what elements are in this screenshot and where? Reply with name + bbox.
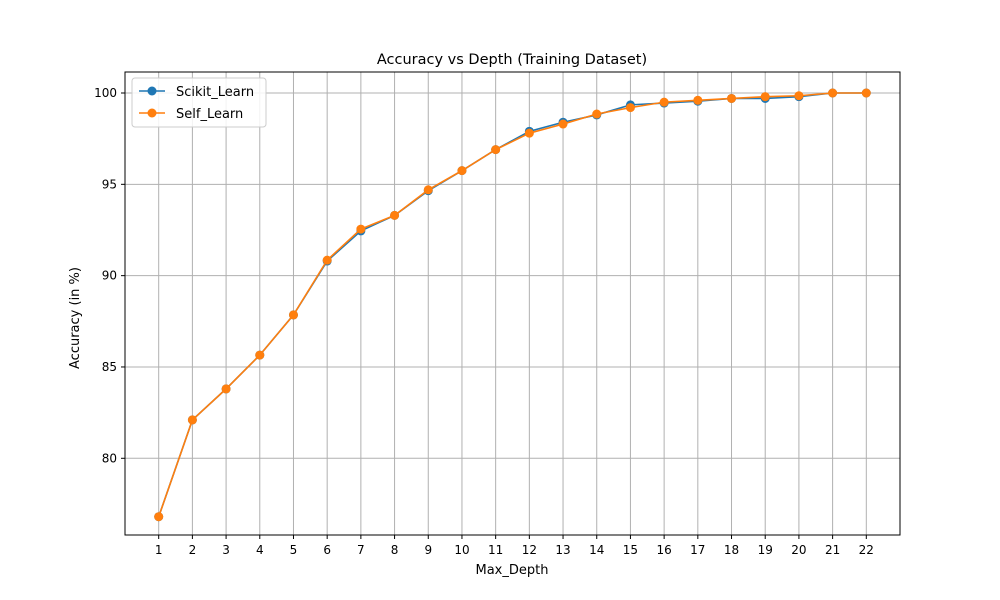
legend-label-self-learn: Self_Learn <box>176 107 243 122</box>
data-point-self-learn <box>558 119 568 129</box>
legend: Scikit_Learn Self_Learn <box>131 77 267 128</box>
y-tick-label: 85 <box>102 360 117 374</box>
data-point-self-learn <box>625 103 635 113</box>
x-tick-label: 13 <box>555 543 570 557</box>
y-tick-label: 90 <box>102 269 117 283</box>
x-tick-label: 5 <box>290 543 298 557</box>
x-tick-label: 16 <box>656 543 671 557</box>
series-line-self-learn <box>157 92 867 517</box>
x-tick-label: 3 <box>222 543 230 557</box>
x-axis-label: Max_Depth <box>476 563 549 578</box>
data-point-self-learn <box>760 92 770 102</box>
data-point-self-learn <box>828 88 838 98</box>
data-point-self-learn <box>524 128 534 138</box>
data-point-self-learn <box>794 91 804 101</box>
y-tick-label: 100 <box>94 86 117 100</box>
x-tick-label: 4 <box>256 543 264 557</box>
data-point-self-learn <box>457 166 467 176</box>
y-axis-label: Accuracy (in %) <box>68 267 83 369</box>
data-point-self-learn <box>221 384 231 394</box>
plot-frame <box>124 71 901 536</box>
series-self-learn <box>154 88 871 522</box>
x-tick-label: 21 <box>825 543 840 557</box>
x-tick-label: 8 <box>391 543 399 557</box>
x-tick-label: 2 <box>189 543 197 557</box>
data-point-self-learn <box>187 415 197 425</box>
x-tick-label: 9 <box>424 543 432 557</box>
x-tick-label: 20 <box>791 543 806 557</box>
x-tick-label: 14 <box>589 543 604 557</box>
data-point-self-learn <box>390 210 400 220</box>
data-point-self-learn <box>423 185 433 195</box>
x-tick-label: 1 <box>155 543 163 557</box>
y-tick-label: 95 <box>102 177 117 191</box>
data-point-self-learn <box>659 97 669 107</box>
data-point-self-learn <box>288 310 298 320</box>
data-point-self-learn <box>491 145 501 155</box>
x-tick-label: 17 <box>690 543 705 557</box>
x-tick-label: 11 <box>488 543 503 557</box>
chart-title: Accuracy vs Depth (Training Dataset) <box>377 52 647 68</box>
data-point-self-learn <box>356 224 366 234</box>
data-point-self-learn <box>861 88 871 98</box>
legend-label-scikit-learn: Scikit_Learn <box>176 85 254 100</box>
data-point-self-learn <box>255 350 265 360</box>
x-tick-label: 18 <box>724 543 739 557</box>
y-axis-ticks: 80 85 90 95 100 <box>94 86 125 465</box>
x-tick-label: 15 <box>623 543 638 557</box>
x-tick-label: 7 <box>357 543 365 557</box>
data-point-self-learn <box>592 109 602 119</box>
legend-box <box>131 77 267 128</box>
x-tick-label: 12 <box>522 543 537 557</box>
series-layer <box>154 88 871 522</box>
x-tick-label: 22 <box>859 543 874 557</box>
x-tick-label: 10 <box>454 543 469 557</box>
x-axis-ticks: 1 2 3 4 5 6 7 8 9 10 11 12 13 14 15 16 17 18 19 20 21 22 <box>155 535 874 557</box>
data-point-self-learn <box>322 255 332 265</box>
y-tick-label: 80 <box>102 451 117 465</box>
legend-marker-scikit-learn <box>147 86 157 96</box>
x-tick-label: 6 <box>323 543 331 557</box>
x-tick-label: 19 <box>758 543 773 557</box>
grid <box>125 72 900 535</box>
data-point-self-learn <box>154 512 164 522</box>
data-point-self-learn <box>693 95 703 105</box>
data-point-self-learn <box>727 93 737 103</box>
legend-marker-self-learn <box>147 108 157 118</box>
